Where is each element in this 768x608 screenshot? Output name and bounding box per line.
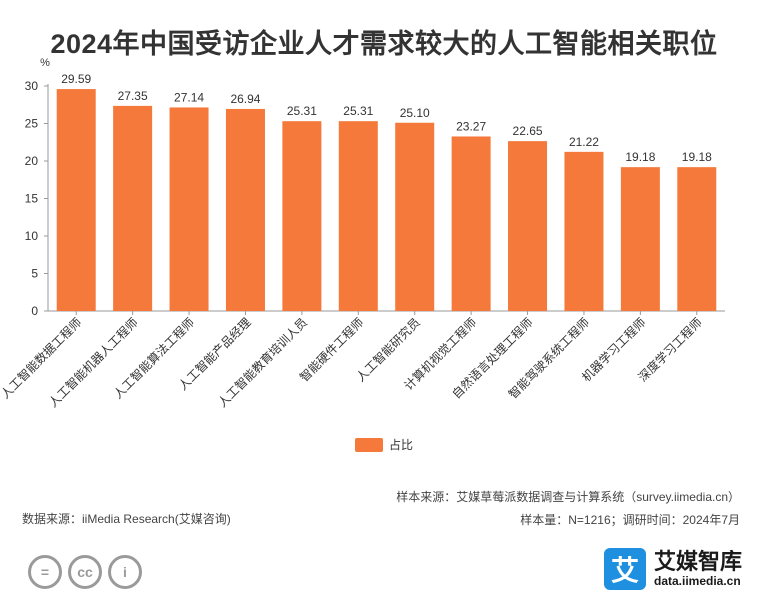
equal-sign-icon: = <box>28 555 62 589</box>
bar <box>225 108 265 311</box>
data-source: 数据来源：iiMedia Research(艾媒咨询) <box>22 512 231 526</box>
brand-url: data.iimedia.cn <box>653 574 741 588</box>
cc-icon: cc <box>68 555 102 589</box>
bar <box>564 151 604 311</box>
bar <box>56 89 96 311</box>
y-tick-label: 0 <box>31 304 38 318</box>
y-tick-label: 15 <box>25 192 39 206</box>
data-label: 23.27 <box>456 119 486 133</box>
data-label: 21.22 <box>569 135 599 149</box>
data-label: 25.31 <box>343 104 373 118</box>
bar <box>338 121 378 311</box>
sample-source: 样本来源：艾媒草莓派数据调查与计算系统（survey.iimedia.cn） <box>396 490 740 504</box>
brand-logo-icon: 艾 <box>603 548 646 590</box>
bar <box>677 167 717 311</box>
legend-swatch <box>355 437 383 452</box>
chart-title: 2024年中国受访企业人才需求较大的人工智能相关职位 <box>50 29 718 59</box>
y-tick-label: 20 <box>25 154 39 168</box>
y-axis-unit-label: % <box>40 57 50 69</box>
legend-label: 占比 <box>389 438 414 452</box>
brand-name: 艾媒智库 <box>653 549 742 574</box>
data-label: 26.94 <box>230 92 260 106</box>
brand: 艾 艾媒智库 data.iimedia.cn <box>603 548 742 590</box>
data-label: 19.18 <box>625 150 655 164</box>
y-tick-label: 5 <box>31 267 38 281</box>
data-label: 29.59 <box>61 72 91 86</box>
y-tick-label: 10 <box>25 229 39 243</box>
data-label: 25.10 <box>400 106 430 120</box>
bar <box>620 167 660 311</box>
data-label: 27.35 <box>118 89 148 103</box>
legend: 占比 <box>355 436 413 453</box>
bar <box>282 121 322 311</box>
data-label: 25.31 <box>287 104 317 118</box>
sample-size: 样本量：N=1216；调研时间：2024年7月 <box>520 513 740 527</box>
data-label: 22.65 <box>513 124 543 138</box>
data-label: 19.18 <box>682 150 712 164</box>
bar <box>395 122 435 311</box>
bar <box>508 141 548 311</box>
data-label: 27.14 <box>174 90 204 104</box>
bar <box>169 107 209 311</box>
bar <box>113 105 153 311</box>
bar <box>451 136 491 311</box>
y-tick-label: 30 <box>25 79 39 93</box>
y-tick-label: 25 <box>25 117 39 131</box>
license-icons: = cc i <box>28 555 142 589</box>
person-icon: i <box>108 555 142 589</box>
